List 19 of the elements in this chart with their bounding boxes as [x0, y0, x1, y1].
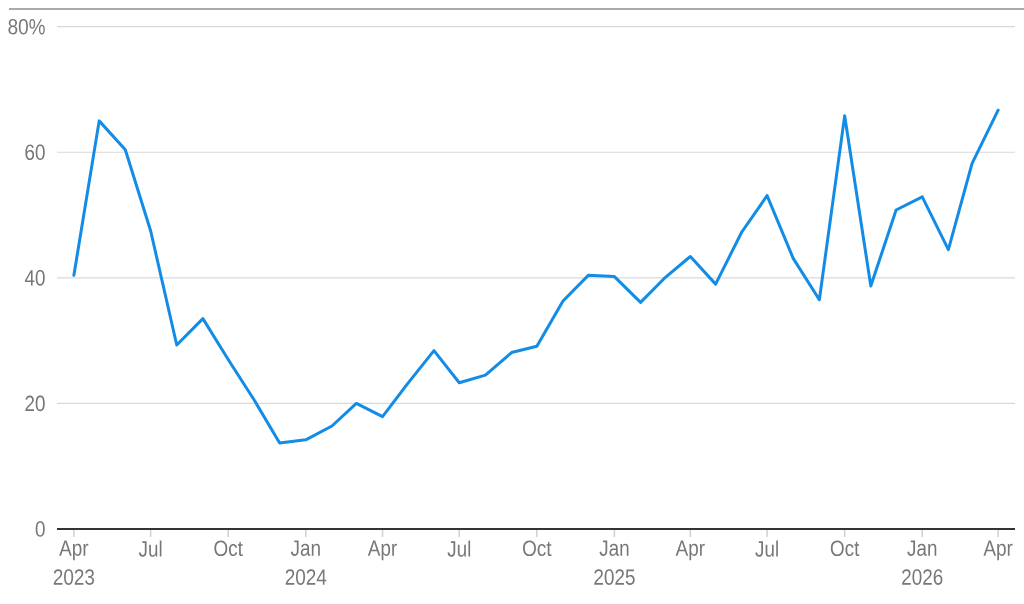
x-tick-label: Apr	[367, 540, 397, 561]
x-tick-label: Oct	[830, 540, 860, 557]
x-tick-label: Jul	[755, 540, 778, 557]
x-tick-label: Apr	[983, 540, 1013, 561]
line-series	[72, 108, 1000, 445]
x-tick-label: Apr	[675, 540, 705, 561]
x-tick-label: Oct	[523, 540, 552, 557]
y-tick-label: 0	[35, 521, 45, 537]
y-tick-label: 80%	[8, 18, 45, 35]
x-tick-label: Jan 2026	[902, 540, 943, 585]
x-tick-label: Jan 2024	[285, 540, 327, 585]
x-tick-label: Oct	[214, 540, 243, 557]
x-tick-label: Jul	[447, 540, 471, 557]
y-tick-label: 60	[25, 144, 45, 161]
x-tick-label: Jul	[138, 540, 162, 557]
x-tick-label: Apr 2023	[53, 540, 95, 585]
x-tick-label: Jan 2025	[594, 540, 635, 585]
y-tick-label: 40	[24, 270, 45, 286]
y-tick-label: 20	[25, 395, 45, 412]
